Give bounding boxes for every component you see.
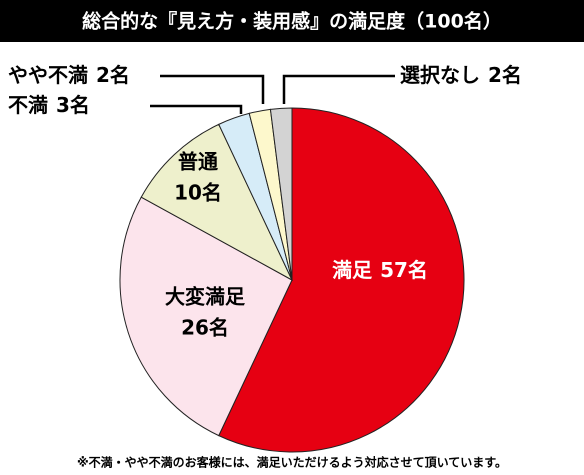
value-label: 2名 [96,63,130,87]
footnote: ※不満・やや不満のお客様には、満足いただけるよう対応させて頂いています。 [77,455,507,470]
value-label: 3名 [56,93,90,117]
slice-label: 大変満足 [165,285,246,309]
chart-title: 総合的な『見え方・装用感』の満足度（100名） [82,10,502,33]
value-label: 26名 [181,316,229,340]
value-label: 10名 [174,181,222,205]
slice-label: やや不満 [8,63,88,87]
slice-label: 満足 [332,258,373,282]
leader-lines [150,74,395,114]
slice-label-group: やや不満 2名 [8,63,130,87]
pie-slice [269,107,293,281]
slice-label: 不満 [8,93,48,117]
slice-label-group: 満足 57名 [332,258,428,282]
slice-label-group: 選択なし 2名 [400,63,522,87]
pie-slice [140,123,294,282]
value-label: 2名 [488,63,522,87]
slice-label: 普通 [178,150,218,174]
pie-slice [218,107,465,453]
value-label: 57名 [380,258,428,282]
slice-label: 選択なし [400,63,480,87]
title-bar [0,0,584,42]
slice-label-group: 不満 3名 [8,93,90,117]
